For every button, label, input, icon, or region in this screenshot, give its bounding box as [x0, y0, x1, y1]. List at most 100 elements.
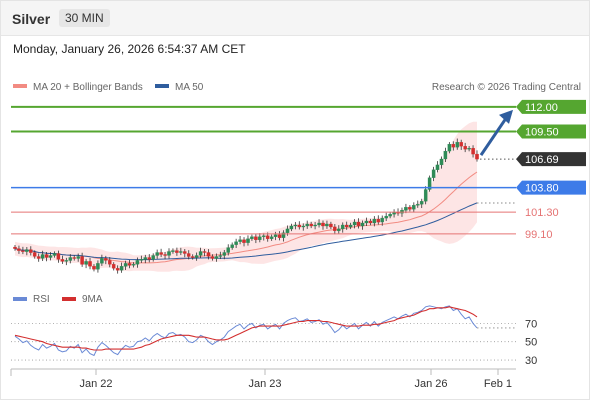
candle — [64, 257, 69, 266]
candle-body — [175, 250, 179, 253]
candle-body — [427, 177, 432, 190]
candle-body — [356, 221, 361, 227]
candle-body — [163, 254, 167, 256]
candle — [159, 248, 163, 258]
candle-body — [325, 223, 329, 227]
candle-body — [210, 256, 215, 259]
candle — [254, 233, 258, 244]
candle-body — [273, 234, 278, 237]
candle-body — [352, 221, 357, 226]
candle — [348, 222, 353, 230]
candle-body — [115, 268, 120, 271]
candle-body — [32, 252, 37, 257]
candle-body — [234, 241, 238, 245]
x-axis: Jan 22 Jan 23 Jan 26 Feb 1 — [79, 369, 512, 390]
candle-body — [131, 264, 136, 266]
candle-body — [408, 207, 412, 210]
candle-body — [143, 257, 148, 260]
candle — [455, 138, 460, 150]
x-tick-label: Feb 1 — [484, 378, 512, 390]
candle — [459, 139, 463, 150]
candle-body — [84, 261, 88, 265]
candle — [175, 247, 179, 256]
candle-body — [183, 251, 187, 254]
candle — [40, 250, 45, 261]
candle-body — [258, 236, 262, 240]
candle-body — [40, 254, 45, 259]
candle — [376, 215, 381, 225]
candle — [451, 141, 456, 151]
candle-body — [44, 254, 49, 258]
candle — [127, 260, 132, 269]
candle — [329, 221, 333, 230]
candle — [151, 253, 155, 262]
candle — [32, 250, 37, 259]
candle-body — [372, 218, 377, 224]
candle — [123, 260, 128, 271]
candle — [364, 217, 369, 226]
candle-body — [277, 234, 282, 238]
candle — [60, 255, 65, 264]
candle — [206, 249, 211, 260]
candle — [269, 234, 274, 241]
candle — [155, 249, 159, 259]
candle — [372, 216, 377, 227]
candle — [384, 212, 388, 222]
candle-body — [419, 201, 424, 205]
candle — [68, 254, 73, 264]
candle — [36, 253, 41, 262]
rsi-ma-line — [14, 306, 478, 351]
candle — [100, 254, 104, 266]
candle-body — [202, 251, 207, 253]
candle-body — [368, 220, 373, 224]
candle-body — [459, 142, 463, 147]
candle — [344, 221, 349, 230]
candle-body — [463, 146, 467, 150]
x-tick-label: Jan 26 — [414, 378, 447, 390]
candle — [431, 166, 436, 182]
candle-body — [123, 263, 128, 267]
candle — [25, 247, 29, 256]
candle-body — [435, 164, 440, 170]
forecast-arrow-head — [499, 109, 513, 124]
candle — [92, 264, 96, 272]
candle-body — [155, 252, 159, 256]
candle — [281, 230, 286, 242]
candle-body — [238, 239, 242, 242]
candle — [139, 255, 144, 263]
candle — [163, 251, 167, 260]
candle-body — [262, 235, 266, 237]
candle-body — [96, 263, 100, 270]
candle — [404, 203, 408, 214]
candle-body — [226, 247, 230, 253]
candle-body — [171, 250, 175, 252]
candle-body — [301, 225, 306, 228]
rsi-tick-label: 70 — [525, 318, 537, 330]
candle-body — [64, 260, 69, 262]
credit-text: Research © 2026 Trading Central — [432, 82, 581, 93]
rsi-tick-label: 50 — [525, 337, 537, 349]
candle — [194, 252, 199, 261]
candle-body — [269, 236, 274, 239]
candle — [368, 218, 373, 226]
candle — [408, 205, 412, 212]
timeframe-badge[interactable]: 30 MIN — [59, 9, 110, 27]
instrument-title: Silver — [12, 11, 51, 27]
ma9-legend-swatch — [62, 297, 76, 301]
candle — [463, 142, 467, 153]
candle-body — [305, 223, 309, 227]
candle — [388, 211, 392, 219]
candle-body — [72, 257, 76, 259]
candle-body — [206, 252, 211, 257]
resistance-price-tag — [516, 99, 586, 114]
candle-body — [242, 239, 246, 243]
candle-body — [68, 257, 73, 261]
rsi-legend-swatch — [13, 297, 27, 301]
candle-body — [285, 228, 290, 233]
candle-body — [230, 244, 234, 248]
candle — [111, 262, 116, 271]
candle — [80, 252, 84, 267]
candle-body — [25, 249, 29, 252]
candle — [21, 246, 25, 255]
candle-body — [388, 213, 392, 217]
